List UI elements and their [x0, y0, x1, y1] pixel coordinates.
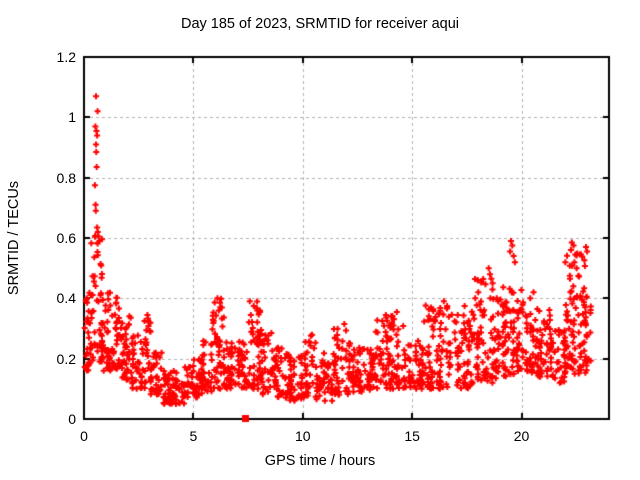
- x-tick-label: 10: [294, 428, 311, 444]
- y-tick-label: 0.8: [56, 169, 76, 186]
- y-tick-label: 0.2: [56, 350, 76, 367]
- y-tick-label: 1: [68, 109, 76, 126]
- y-tick-label: 0.4: [56, 290, 76, 307]
- x-tick-label: 5: [189, 428, 198, 444]
- x-axis-label: GPS time / hours: [264, 453, 376, 469]
- x-tick-label: 15: [404, 428, 420, 444]
- chart-title: Day 185 of 2023, SRMTID for receiver aqu…: [180, 16, 460, 32]
- x-tick-label: 20: [513, 428, 530, 444]
- y-tick-label: 0: [68, 411, 76, 427]
- x-tick-label: 0: [80, 428, 88, 444]
- y-tick-label: 1.2: [56, 49, 76, 65]
- y-tick-label: 0.6: [56, 230, 76, 246]
